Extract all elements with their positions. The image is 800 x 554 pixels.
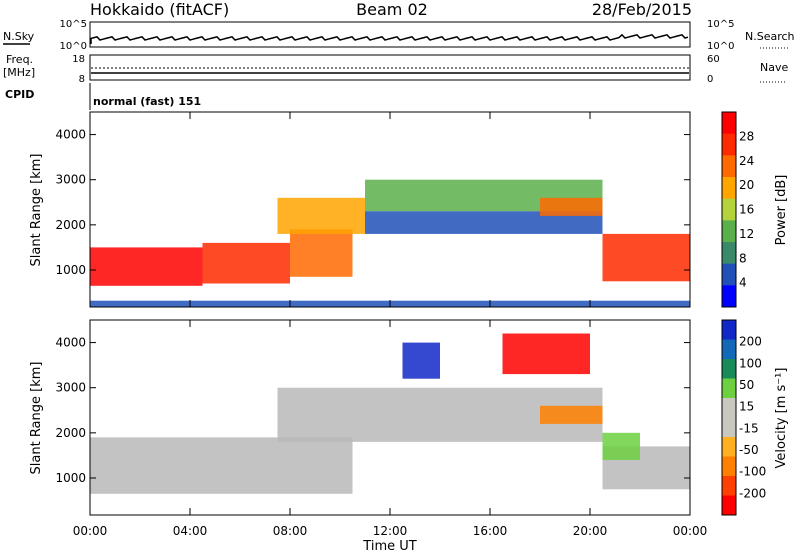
colorbar-tick-label: -100 bbox=[739, 465, 766, 479]
colorbar-segment bbox=[722, 263, 736, 286]
noise-top-tick-right: 10^5 bbox=[707, 19, 734, 30]
freq-label-line2: [MHz] bbox=[3, 66, 35, 79]
noise-top-tick-left: 10^5 bbox=[60, 19, 87, 30]
y-tick-label: 4000 bbox=[55, 336, 86, 350]
station-title: Hokkaido (fitACF) bbox=[90, 0, 229, 19]
velocity-y-ticks: 1000 2000 3000 4000 bbox=[55, 336, 690, 485]
freq-bottom-tick-left: 8 bbox=[79, 74, 85, 85]
colorbar-segment bbox=[722, 220, 736, 243]
heatmap-region bbox=[277, 197, 365, 234]
colorbar-tick-label: 28 bbox=[739, 129, 754, 143]
freq-strip-frame bbox=[89, 54, 691, 81]
heatmap-region bbox=[290, 229, 353, 277]
nave-label: Nave bbox=[760, 61, 788, 74]
velocity-colorbar-label: Velocity [m s⁻¹] bbox=[774, 368, 789, 469]
noise-strip-frame bbox=[89, 21, 691, 48]
colorbar-segment bbox=[722, 177, 736, 200]
colorbar-segment bbox=[722, 198, 736, 221]
velocity-y-axis-label: Slant Range [km] bbox=[29, 362, 44, 475]
freq-top-tick-right: 60 bbox=[707, 54, 720, 65]
heatmap-region bbox=[540, 197, 603, 216]
heatmap-region bbox=[602, 233, 690, 282]
noise-bottom-tick-right: 10^0 bbox=[707, 41, 734, 52]
colorbar-segment bbox=[722, 320, 736, 340]
colorbar-tick-label: -15 bbox=[739, 421, 759, 435]
y-tick-label: 2000 bbox=[55, 218, 86, 232]
power-y-axis-label: Slant Range [km] bbox=[29, 154, 44, 267]
x-tick-label: 00:00 bbox=[673, 524, 708, 538]
x-tick-label: 12:00 bbox=[373, 524, 408, 538]
beam-title: Beam 02 bbox=[356, 0, 428, 19]
y-tick-label: 4000 bbox=[55, 128, 86, 142]
power-colorbar: 28 24 20 16 12 8 4 bbox=[721, 111, 754, 308]
colorbar-segment bbox=[722, 378, 736, 399]
heatmap-region bbox=[90, 247, 203, 286]
power-heatmap bbox=[90, 179, 690, 307]
x-tick-label: 04:00 bbox=[173, 524, 208, 538]
colorbar-tick-label: 200 bbox=[739, 335, 762, 349]
colorbar-frame bbox=[721, 111, 737, 308]
colorbar-segment bbox=[722, 359, 736, 379]
power-y-ticks: 1000 2000 3000 4000 bbox=[55, 128, 690, 277]
heatmap-region bbox=[502, 333, 590, 375]
colorbar-segment bbox=[722, 476, 736, 496]
heatmap-region bbox=[402, 342, 440, 379]
colorbar-segment bbox=[722, 285, 736, 308]
heatmap-region bbox=[365, 211, 603, 234]
colorbar-segment bbox=[722, 398, 736, 418]
colorbar-segment bbox=[722, 339, 736, 360]
freq-label-line1: Freq. bbox=[6, 53, 33, 66]
y-tick-label: 2000 bbox=[55, 426, 86, 440]
y-tick-label: 3000 bbox=[55, 381, 86, 395]
colorbar-tick-label: 24 bbox=[739, 154, 754, 168]
colorbar-tick-label: 8 bbox=[739, 251, 747, 265]
date-title: 28/Feb/2015 bbox=[592, 0, 692, 19]
velocity-colorbar: 200 100 50 15 -15 -50 -100 -200 bbox=[721, 319, 766, 516]
cpid-label: CPID bbox=[5, 88, 34, 101]
noise-trace bbox=[90, 33, 689, 44]
freq-top-tick-left: 18 bbox=[72, 54, 85, 65]
cpid-value: normal (fast) 151 bbox=[93, 95, 201, 108]
power-x-ticks bbox=[89, 112, 691, 307]
colorbar-tick-label: 16 bbox=[739, 203, 754, 217]
colorbar-segment bbox=[722, 112, 736, 135]
x-tick-label: 16:00 bbox=[473, 524, 508, 538]
colorbar-tick-label: 4 bbox=[739, 276, 747, 290]
heatmap-region bbox=[90, 437, 353, 494]
noise-bottom-tick-left: 10^0 bbox=[60, 41, 87, 52]
power-colorbar-label: Power [dB] bbox=[774, 175, 789, 246]
heatmap-region bbox=[540, 405, 603, 424]
velocity-heatmap bbox=[90, 333, 690, 494]
colorbar-tick-label: 20 bbox=[739, 178, 754, 192]
colorbar-tick-label: -50 bbox=[739, 443, 759, 457]
heatmap-region bbox=[202, 242, 290, 284]
colorbar-segment bbox=[722, 242, 736, 265]
y-tick-label: 1000 bbox=[55, 471, 86, 485]
x-tick-label: 08:00 bbox=[273, 524, 308, 538]
x-tick-label: 00:00 bbox=[73, 524, 108, 538]
colorbar-segment bbox=[722, 495, 736, 516]
colorbar-tick-label: 12 bbox=[739, 227, 754, 241]
velocity-x-ticks: 00:00 04:00 08:00 12:00 16:00 20:00 00:00 bbox=[73, 320, 708, 538]
heatmap-region bbox=[602, 432, 640, 460]
colorbar-segment bbox=[722, 417, 736, 438]
freq-bottom-tick-right: 0 bbox=[707, 74, 713, 85]
colorbar-tick-label: 15 bbox=[739, 400, 754, 414]
colorbar-segment bbox=[722, 437, 736, 457]
colorbar-tick-label: 100 bbox=[739, 356, 762, 370]
colorbar-segment bbox=[722, 133, 736, 156]
colorbar-segment bbox=[722, 155, 736, 178]
colorbar-tick-label: -200 bbox=[739, 486, 766, 500]
x-tick-label: 20:00 bbox=[573, 524, 608, 538]
y-tick-label: 1000 bbox=[55, 263, 86, 277]
colorbar-tick-label: 50 bbox=[739, 378, 754, 392]
nsky-label: N.Sky bbox=[3, 30, 35, 43]
nsearch-label: N.Search bbox=[745, 30, 795, 43]
colorbar-segment bbox=[722, 456, 736, 477]
colorbar-frame bbox=[721, 319, 737, 516]
y-tick-label: 3000 bbox=[55, 173, 86, 187]
velocity-x-axis-label: Time UT bbox=[362, 539, 416, 554]
